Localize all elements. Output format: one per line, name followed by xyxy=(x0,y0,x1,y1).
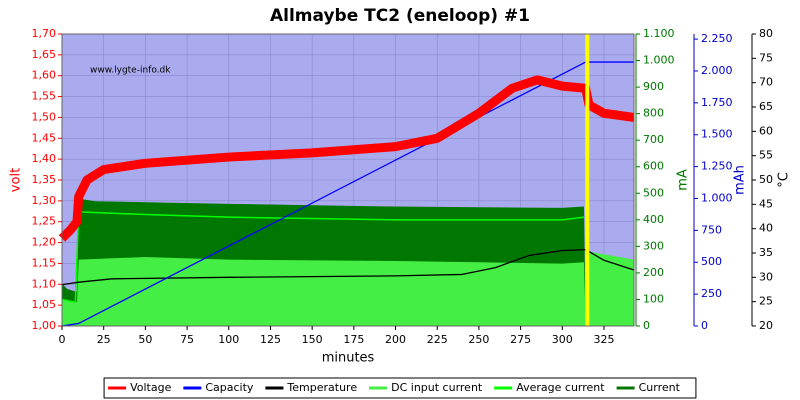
y-tick-label: 500 xyxy=(643,186,664,199)
y-tick-label: 700 xyxy=(643,133,664,146)
y-tick-label: 1,25 xyxy=(32,215,57,228)
y-tick-label: 750 xyxy=(701,223,722,236)
area xyxy=(62,251,634,326)
x-tick-label: 300 xyxy=(552,333,573,346)
y-tick-label: 45 xyxy=(759,197,773,210)
y-tick-label: 1,35 xyxy=(32,173,57,186)
y-tick-label: 1.000 xyxy=(701,191,733,204)
y-tick-label: 1,60 xyxy=(32,69,57,82)
x-tick-label: 200 xyxy=(385,333,406,346)
legend-label: Voltage xyxy=(130,381,171,394)
y-tick-label: 800 xyxy=(643,107,664,120)
legend-label: Average current xyxy=(516,381,605,394)
legend-label: Current xyxy=(639,381,681,394)
line xyxy=(61,211,585,303)
x-tick-label: 25 xyxy=(97,333,111,346)
y-tick-label: 250 xyxy=(701,287,722,300)
legend-box xyxy=(103,377,697,399)
y4-axis-label: °C xyxy=(777,172,792,188)
y-tick-label: 1,55 xyxy=(32,90,57,103)
y-tick-label: 1.100 xyxy=(643,27,675,40)
y-tick-label: 35 xyxy=(759,246,773,259)
x-tick-label: 100 xyxy=(218,333,239,346)
legend-label: Temperature xyxy=(286,381,357,394)
y-tick-label: 65 xyxy=(759,100,773,113)
line xyxy=(61,61,634,327)
legend-label: Capacity xyxy=(205,381,254,394)
y-tick-label: 1,10 xyxy=(32,277,57,290)
x-tick-label: 150 xyxy=(302,333,323,346)
x-tick-label: 50 xyxy=(138,333,152,346)
y-tick-label: 1,40 xyxy=(32,152,57,165)
y-tick-label: 1.500 xyxy=(701,128,733,141)
y-tick-label: 1,45 xyxy=(32,131,57,144)
y-tick-label: 25 xyxy=(759,295,773,308)
y-tick-label: 1,30 xyxy=(32,194,57,207)
y-tick-label: 40 xyxy=(759,222,773,235)
y-tick-label: 900 xyxy=(643,80,664,93)
y-tick-label: 200 xyxy=(643,266,664,279)
y3-axis-label: mAh xyxy=(733,165,748,195)
y-tick-label: 2.000 xyxy=(701,64,733,77)
y-axis-label: volt xyxy=(9,168,24,192)
x-tick-label: 75 xyxy=(180,333,194,346)
y-tick-label: 70 xyxy=(759,76,773,89)
legend-label: DC input current xyxy=(391,381,483,394)
x-axis-label: minutes xyxy=(322,351,375,366)
y-tick-label: 1.000 xyxy=(643,54,675,67)
y-tick-label: 60 xyxy=(759,124,773,137)
y-tick-label: 500 xyxy=(701,255,722,268)
x-tick-label: 225 xyxy=(427,333,448,346)
x-tick-label: 325 xyxy=(593,333,614,346)
y-tick-label: 50 xyxy=(759,173,773,186)
y-tick-label: 300 xyxy=(643,239,664,252)
y-tick-label: 30 xyxy=(759,270,773,283)
y-tick-label: 2.250 xyxy=(701,32,733,45)
y-tick-label: 75 xyxy=(759,51,773,64)
y-tick-label: 1,00 xyxy=(32,319,57,332)
y-tick-label: 20 xyxy=(759,319,773,332)
y-tick-label: 1,70 xyxy=(32,27,57,40)
y-tick-label: 600 xyxy=(643,160,664,173)
y-tick-label: 1,65 xyxy=(32,48,57,61)
watermark: www.lygte-info.dk xyxy=(90,66,171,76)
x-tick-label: 275 xyxy=(510,333,531,346)
chart-title: Allmaybe TC2 (eneloop) #1 xyxy=(270,6,530,26)
y-tick-label: 0 xyxy=(643,319,650,332)
y-tick-label: 55 xyxy=(759,149,773,162)
y-tick-label: 1,50 xyxy=(32,110,57,123)
y-tick-label: 1.750 xyxy=(701,96,733,109)
x-tick-label: 175 xyxy=(343,333,364,346)
y-tick-label: 1,20 xyxy=(32,236,57,249)
y2-axis-label: mA xyxy=(676,169,691,191)
y-tick-label: 80 xyxy=(759,27,773,40)
y-tick-label: 1,05 xyxy=(32,298,57,311)
y-tick-label: 100 xyxy=(643,292,664,305)
y-tick-label: 1.250 xyxy=(701,160,733,173)
y-tick-label: 1,15 xyxy=(32,256,57,269)
x-tick-label: 250 xyxy=(468,333,489,346)
legend: Voltage Capacity Temperature DC input curre… xyxy=(103,377,697,399)
y-tick-label: 0 xyxy=(701,319,708,332)
y-tick-label: 400 xyxy=(643,213,664,226)
x-tick-label: 125 xyxy=(260,333,281,346)
x-tick-label: 0 xyxy=(59,333,66,346)
